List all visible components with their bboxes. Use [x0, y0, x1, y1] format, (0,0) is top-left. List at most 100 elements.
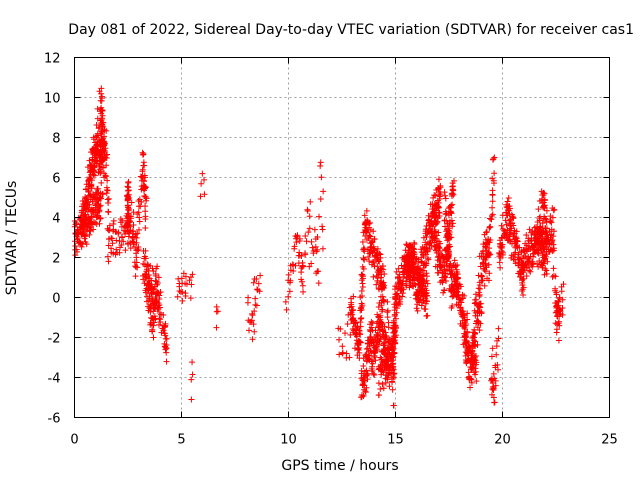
data-point [116, 249, 123, 256]
data-point [442, 223, 449, 230]
data-point [101, 147, 108, 154]
data-point [103, 152, 110, 159]
data-point [553, 312, 560, 319]
data-point [380, 347, 387, 354]
data-point [535, 206, 542, 213]
data-point [471, 331, 478, 338]
data-point [491, 170, 498, 177]
data-point [472, 371, 479, 378]
data-point [102, 145, 109, 152]
data-point [358, 287, 365, 294]
data-point [391, 328, 398, 335]
data-point [201, 176, 207, 183]
data-point [98, 97, 105, 104]
data-point [362, 221, 369, 228]
data-point [302, 233, 309, 240]
data-point [367, 244, 374, 251]
data-point [98, 90, 105, 97]
data-point [445, 253, 452, 260]
data-point [463, 343, 470, 350]
data-point [443, 277, 450, 284]
data-point [519, 286, 526, 293]
data-point [489, 198, 496, 205]
data-point [492, 382, 499, 389]
y-tick-label: 0 [52, 292, 60, 307]
data-point [464, 316, 471, 323]
data-point [504, 198, 511, 205]
data-point [142, 247, 149, 254]
data-point [384, 314, 391, 321]
data-point [315, 213, 322, 220]
data-point [142, 203, 149, 210]
data-point [99, 191, 106, 198]
data-point [437, 247, 444, 254]
data-point [493, 351, 500, 358]
data-point [353, 333, 360, 340]
data-point [489, 192, 496, 199]
data-point [133, 234, 140, 241]
data-point [105, 200, 112, 207]
data-point [91, 147, 98, 154]
data-point [539, 220, 546, 227]
data-point [306, 213, 313, 220]
data-point [156, 315, 163, 322]
data-point [549, 214, 556, 221]
data-point [397, 301, 404, 308]
data-point [359, 263, 366, 270]
data-point [473, 378, 480, 385]
data-point [150, 334, 157, 341]
data-point [142, 184, 149, 191]
data-point [319, 226, 326, 233]
data-point [547, 213, 554, 220]
data-point [450, 187, 457, 194]
data-point [418, 280, 425, 287]
data-point [83, 215, 90, 222]
data-point [118, 233, 125, 240]
data-point [445, 244, 452, 251]
data-point [428, 242, 435, 249]
data-point [362, 389, 369, 396]
data-point [441, 287, 448, 294]
data-point [449, 201, 456, 208]
data-point [252, 295, 259, 302]
data-point [347, 331, 354, 338]
data-point [490, 155, 497, 162]
data-point [420, 272, 427, 279]
data-point [543, 219, 550, 226]
data-point [469, 351, 476, 358]
data-point [552, 285, 559, 292]
data-point [98, 168, 105, 175]
data-point [245, 294, 252, 301]
data-point [542, 241, 549, 248]
data-point [127, 245, 134, 252]
data-point [550, 247, 557, 254]
data-point [156, 296, 163, 303]
data-point [198, 180, 205, 187]
data-point [425, 256, 432, 263]
data-point [495, 366, 502, 373]
data-point [359, 238, 366, 245]
data-point [548, 219, 555, 226]
data-point [308, 260, 315, 267]
data-point [369, 360, 376, 367]
data-point [444, 226, 451, 233]
data-point [180, 270, 187, 277]
data-point [364, 370, 371, 377]
data-point [299, 262, 306, 269]
data-point [246, 327, 253, 334]
data-point [350, 293, 357, 300]
data-point [104, 253, 111, 260]
data-point [485, 236, 492, 243]
data-point [287, 277, 294, 284]
data-point [421, 305, 428, 312]
data-point [317, 162, 324, 169]
data-point [102, 172, 109, 179]
data-point [357, 331, 364, 338]
data-point [514, 237, 521, 244]
data-point [343, 350, 350, 357]
data-point [163, 335, 170, 342]
data-point [460, 308, 467, 315]
data-point [376, 314, 383, 321]
data-point [371, 235, 378, 242]
